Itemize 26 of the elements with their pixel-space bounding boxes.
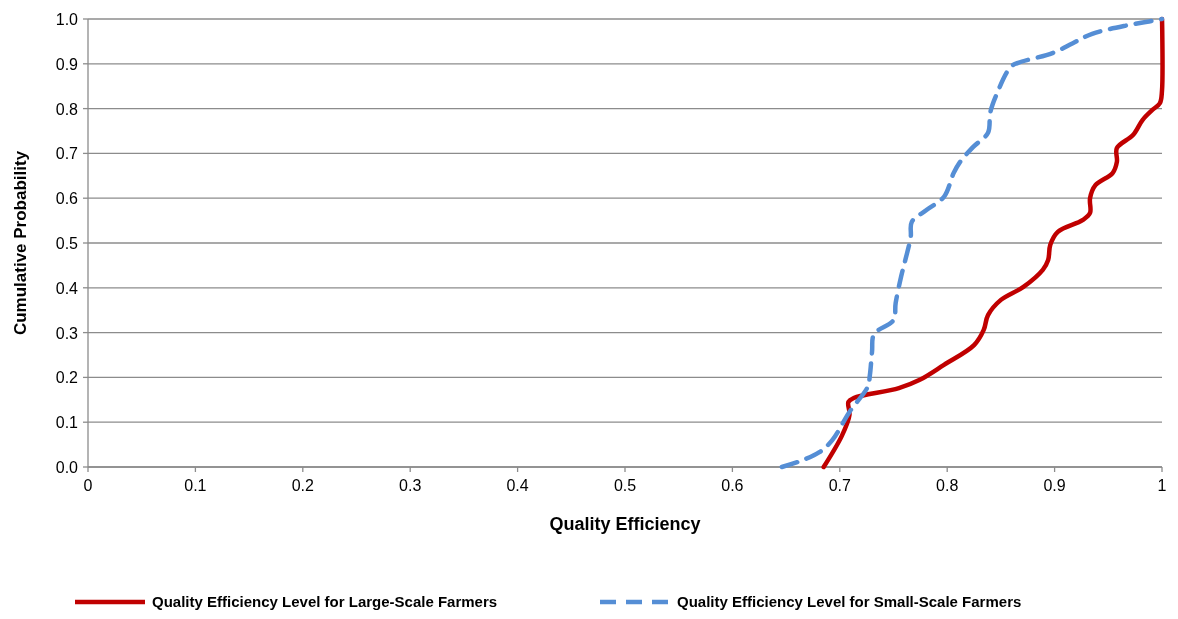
legend-label: Quality Efficiency Level for Large-Scale Farmers	[152, 593, 498, 610]
y-axis-title: Cumulative Probability	[11, 150, 30, 336]
x-tick-label: 0.7	[828, 477, 852, 494]
y-tick-label: 0.1	[55, 414, 79, 432]
x-tick-label: 0	[83, 477, 93, 494]
x-tick-label: 1	[1157, 477, 1167, 494]
y-tick-label: 0.9	[55, 55, 79, 73]
y-tick-label: 1.0	[55, 11, 79, 28]
y-tick-label: 0.6	[55, 190, 79, 208]
y-tick-label: 0.5	[55, 235, 79, 252]
x-tick-label: 0.9	[1043, 477, 1066, 494]
legend-label: Quality Efficiency Level for Small-Scale Farmers	[677, 593, 1022, 610]
x-tick-label: 0.8	[936, 477, 959, 494]
y-tick-label: 0.8	[55, 100, 79, 118]
y-tick-label: 0.3	[55, 324, 79, 342]
x-tick-label: 0.2	[291, 477, 315, 494]
x-axis-title: Quality Efficiency	[549, 514, 701, 534]
y-tick-label: 0.0	[55, 459, 79, 476]
x-tick-label: 0.4	[506, 477, 529, 494]
x-tick-label: 0.5	[613, 477, 637, 494]
y-tick-label: 0.7	[55, 145, 79, 163]
y-tick-label: 0.4	[55, 279, 79, 297]
x-tick-label: 0.3	[399, 477, 422, 494]
x-tick-label: 0.6	[721, 477, 744, 494]
y-tick-label: 0.2	[55, 369, 79, 387]
x-tick-label: 0.1	[184, 477, 207, 494]
